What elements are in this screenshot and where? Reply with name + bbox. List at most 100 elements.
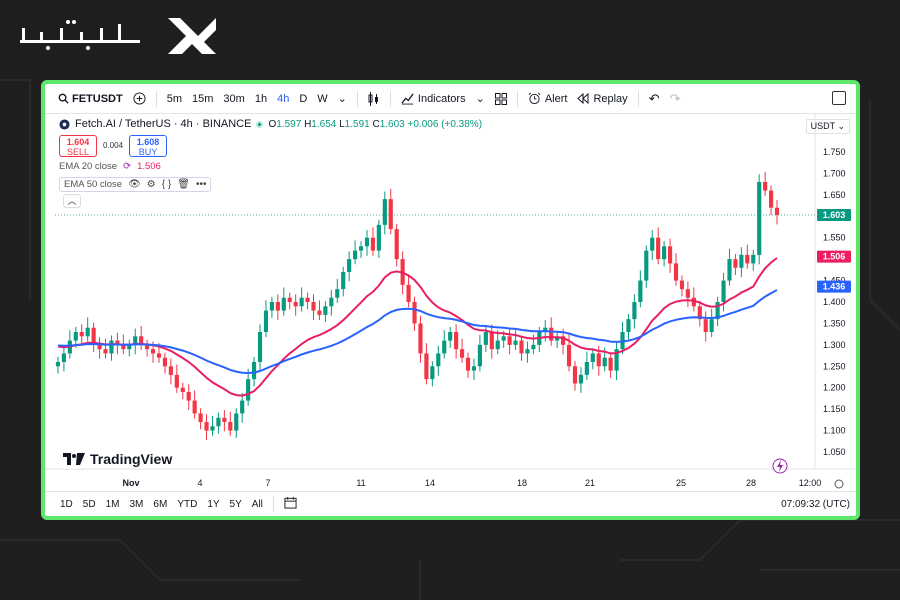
- candle-body: [644, 250, 649, 281]
- candle-body: [638, 280, 643, 302]
- candle-body: [358, 246, 364, 251]
- fullscreen-icon[interactable]: [832, 91, 846, 105]
- candle-body: [263, 310, 269, 332]
- candle-body: [739, 254, 744, 268]
- interval-5m[interactable]: 5m: [166, 92, 183, 105]
- candle-body: [662, 246, 667, 260]
- ema50-legend[interactable]: EMA 50 close 👁 ⚙ { } 🗑 •••: [59, 177, 212, 192]
- candle-body: [543, 327, 548, 332]
- time-tick-label: Nov: [122, 478, 139, 488]
- undo-button[interactable]: ↶: [644, 84, 665, 114]
- currency-selector[interactable]: USDT ⌄: [805, 119, 850, 134]
- more-icon[interactable]: •••: [195, 179, 207, 190]
- time-tick-label: 18: [517, 478, 527, 488]
- candle-body: [257, 332, 263, 362]
- range-1d[interactable]: 1D: [60, 498, 73, 510]
- price-tick-label: 1.300: [823, 340, 846, 350]
- price-badge-label: 1.436: [823, 282, 846, 292]
- indicators-dropdown[interactable]: ⌄: [471, 84, 490, 114]
- candle-body: [210, 426, 215, 431]
- trash-icon[interactable]: 🗑: [177, 179, 190, 190]
- candle-body: [608, 357, 613, 371]
- ema20-value: 1.506: [137, 161, 161, 172]
- interval-1h[interactable]: 1h: [254, 92, 268, 105]
- candle-body: [465, 357, 471, 371]
- range-1y[interactable]: 1Y: [207, 498, 220, 510]
- candle-body: [251, 362, 257, 380]
- alert-button[interactable]: Alert: [523, 84, 573, 114]
- range-all[interactable]: All: [251, 498, 263, 510]
- collapse-legend-button[interactable]: ︿: [63, 194, 81, 208]
- candle-body: [323, 306, 328, 315]
- price-tick-label: 1.750: [823, 147, 846, 157]
- candle-body: [115, 340, 120, 345]
- candle-body: [281, 297, 286, 311]
- compare-symbol-button[interactable]: [128, 84, 151, 114]
- range-6m[interactable]: 6M: [153, 498, 168, 510]
- candle-body: [519, 340, 524, 354]
- range-3m[interactable]: 3M: [129, 498, 144, 510]
- candle-body: [733, 259, 738, 268]
- replay-button[interactable]: Replay: [572, 84, 632, 114]
- indicators-button[interactable]: Indicators: [396, 84, 471, 114]
- lightning-bolt-icon: [777, 460, 783, 472]
- interval-4h[interactable]: 4h: [277, 92, 290, 105]
- candle-body: [763, 182, 768, 191]
- candle-body: [774, 207, 780, 215]
- eye-icon[interactable]: 👁: [128, 179, 141, 190]
- time-tick-label: 14: [425, 478, 435, 488]
- range-1m[interactable]: 1M: [105, 498, 120, 510]
- sell-button[interactable]: 1.604 SELL: [59, 135, 97, 157]
- candle-body: [97, 344, 102, 350]
- source-code-icon[interactable]: { }: [161, 179, 172, 190]
- candle-body: [317, 310, 322, 315]
- candle-body: [691, 297, 696, 307]
- chart-type-button[interactable]: [363, 84, 385, 114]
- candle-body: [287, 297, 292, 302]
- price-tick-label: 1.400: [823, 297, 846, 307]
- price-badge: [817, 250, 851, 263]
- ema20-legend[interactable]: EMA 20 close ⟳ 1.506: [59, 161, 161, 172]
- candle-body: [489, 332, 494, 350]
- candle-body: [275, 302, 280, 311]
- candle-body: [596, 353, 601, 367]
- candle-body: [667, 246, 673, 264]
- price-chart[interactable]: 1.7501.7001.6501.6001.5501.5001.4501.400…: [45, 114, 856, 494]
- chart-frame: FETUSDT 5m 15m 30m 1h 4h D W ⌄ Indicator…: [41, 80, 860, 520]
- candle-body: [406, 284, 411, 302]
- candle-body: [656, 237, 661, 260]
- bottom-toolbar: 1D 5D 1M 3M 6M YTD 1Y 5Y All 07:09:32 (U…: [45, 491, 856, 516]
- settings-icon[interactable]: ⚙: [146, 179, 156, 190]
- calendar-icon: [284, 496, 297, 509]
- candle-body: [186, 392, 191, 401]
- candle-body: [590, 353, 595, 362]
- candle-body: [751, 254, 756, 264]
- price-tick-label: 1.050: [823, 447, 846, 457]
- candle-body: [73, 332, 78, 341]
- redo-button[interactable]: ↷: [665, 84, 686, 114]
- interval-d[interactable]: D: [299, 92, 308, 105]
- interval-15m[interactable]: 15m: [192, 92, 214, 105]
- interval-dropdown[interactable]: ⌄: [333, 84, 352, 114]
- candle-body: [299, 297, 304, 307]
- candle-body: [424, 353, 429, 380]
- symbol-search[interactable]: FETUSDT: [53, 84, 128, 114]
- range-5d[interactable]: 5D: [82, 498, 96, 510]
- range-5y[interactable]: 5Y: [229, 498, 242, 510]
- time-tick-label: 11: [356, 478, 365, 488]
- brand-logo: [20, 18, 216, 54]
- go-to-date-button[interactable]: [279, 496, 302, 512]
- price-tick-label: 1.200: [823, 383, 846, 393]
- candle-body: [531, 344, 536, 350]
- fetch-ai-coin-icon: [59, 118, 70, 130]
- spread-value: 0.004: [103, 141, 124, 150]
- candle-body: [673, 263, 679, 281]
- utc-clock[interactable]: 07:09:32 (UTC): [781, 499, 850, 510]
- interval-w[interactable]: W: [317, 92, 328, 105]
- candle-body: [329, 297, 334, 307]
- buy-button[interactable]: 1.608 BUY: [129, 135, 167, 157]
- range-ytd[interactable]: YTD: [177, 498, 198, 510]
- layouts-button[interactable]: [490, 84, 512, 114]
- candle-body: [162, 357, 168, 367]
- interval-30m[interactable]: 30m: [223, 92, 245, 105]
